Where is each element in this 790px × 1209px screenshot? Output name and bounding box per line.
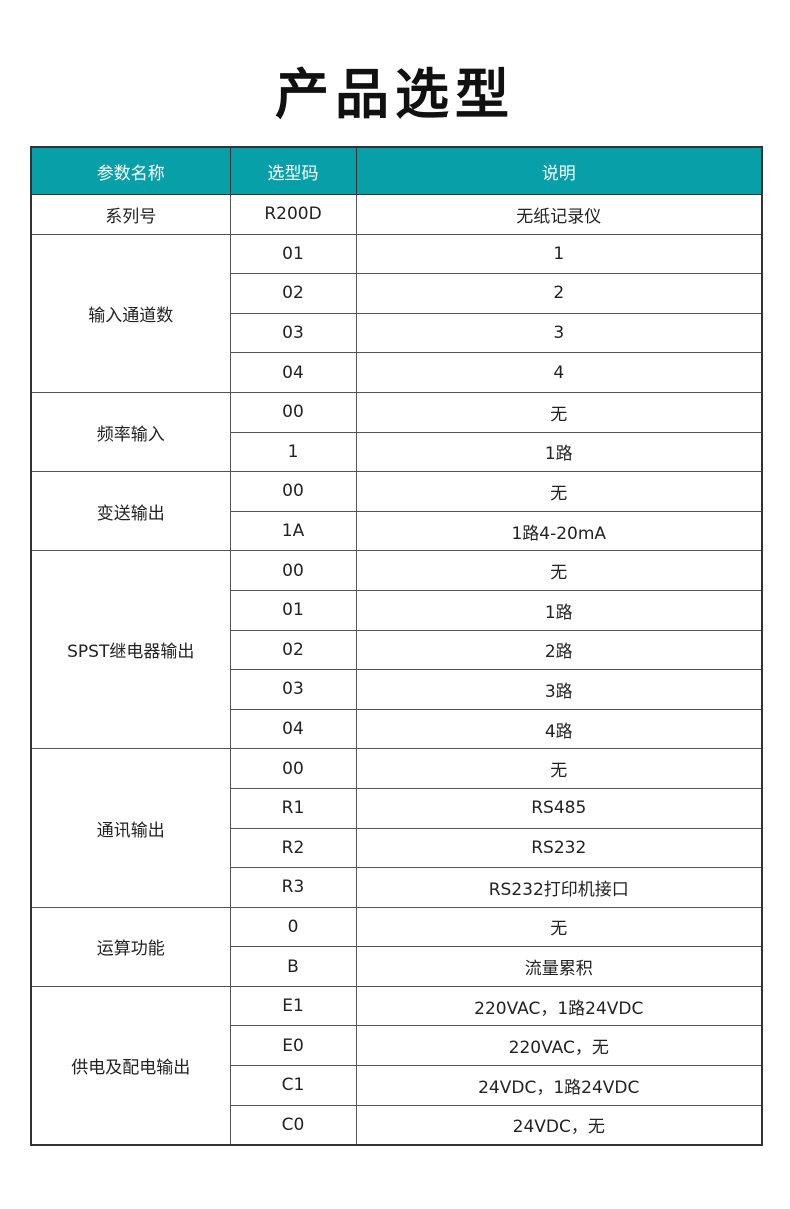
code-cell: 1A: [229, 510, 357, 552]
table-row: R3 RS232打印机接口: [31, 867, 763, 908]
description-cell: 2: [355, 273, 763, 314]
description-cell: 流量累积: [355, 946, 763, 987]
code-cell: 01: [229, 589, 357, 631]
table-row: E0 220VAC，无: [31, 1025, 763, 1067]
header-description: 说明: [355, 146, 763, 195]
description-cell: 1路: [355, 589, 763, 631]
code-cell: B: [229, 946, 357, 987]
code-cell: 03: [229, 312, 357, 354]
table-row: 通讯输出 00 无: [30, 748, 763, 908]
param-name-cell: 系列号: [30, 194, 231, 235]
table-row: 系列号 R200D 无纸记录仪: [30, 194, 763, 235]
table-row: 03 3路: [31, 669, 763, 710]
description-cell: 无: [355, 906, 763, 948]
code-cell: E1: [229, 985, 357, 1027]
description-cell: 3: [355, 312, 763, 354]
code-cell: 04: [229, 708, 357, 750]
code-cell: 01: [229, 233, 357, 275]
description-cell: RS232打印机接口: [355, 867, 763, 908]
description-cell: 3路: [355, 669, 763, 710]
description-cell: 4: [355, 352, 763, 393]
table-row: 输入通道数 01 1: [30, 233, 763, 393]
table-body: 系列号 R200D 无纸记录仪 输入通道数 01 1 02 2 03 3 04 4 频率输入 00 无 1 1路…: [30, 194, 763, 1146]
description-cell: 1路: [355, 431, 763, 473]
code-cell: R1: [229, 787, 357, 829]
code-cell: 03: [229, 669, 357, 710]
table-row: R2 RS232: [31, 827, 763, 869]
code-cell: 02: [229, 629, 357, 671]
code-cell: 04: [229, 352, 357, 393]
param-name-cell: 供电及配电输出: [30, 985, 231, 1146]
header-param-name: 参数名称: [30, 146, 231, 195]
code-cell: 00: [229, 471, 357, 512]
code-cell: 00: [229, 391, 357, 433]
table-row: 01 1路: [31, 589, 763, 631]
code-cell: C1: [229, 1065, 357, 1106]
param-name-cell: SPST继电器输出: [30, 550, 231, 750]
param-name-cell: 通讯输出: [30, 748, 231, 908]
description-cell: 4路: [355, 708, 763, 750]
code-cell: R200D: [229, 194, 357, 235]
table-row: 04 4: [31, 352, 763, 393]
table-header-row: 参数名称 选型码 说明: [30, 146, 763, 195]
table-row: 02 2: [31, 273, 763, 314]
code-cell: C0: [229, 1104, 357, 1146]
description-cell: 220VAC，无: [355, 1025, 763, 1067]
code-cell: R3: [229, 867, 357, 908]
param-name-cell: 运算功能: [30, 906, 231, 987]
description-cell: 24VDC，1路24VDC: [355, 1065, 763, 1106]
description-cell: RS232: [355, 827, 763, 869]
description-cell: 无: [355, 471, 763, 512]
description-cell: 1: [355, 233, 763, 275]
table-row: B 流量累积: [31, 946, 763, 987]
table-row: C0 24VDC，无: [31, 1104, 763, 1146]
table-row: C1 24VDC，1路24VDC: [31, 1065, 763, 1106]
code-cell: R2: [229, 827, 357, 869]
code-cell: 02: [229, 273, 357, 314]
code-cell: 1: [229, 431, 357, 473]
code-cell: 00: [229, 550, 357, 591]
description-cell: 1路4-20mA: [355, 510, 763, 552]
description-cell: 2路: [355, 629, 763, 671]
page-title: 产品选型: [275, 63, 515, 126]
selection-table: 参数名称 选型码 说明 系列号 R200D 无纸记录仪 输入通道数 01 1 02 2 03 3 0…: [30, 146, 763, 1147]
description-cell: 无: [355, 391, 763, 433]
table-row: 频率输入 00 无: [30, 391, 763, 473]
table-row: 02 2路: [31, 629, 763, 671]
table-row: 运算功能 0 无: [30, 906, 763, 987]
param-name-cell: 频率输入: [30, 391, 231, 473]
table-row: 供电及配电输出 E1 220VAC，1路24VDC: [30, 985, 763, 1146]
table-row: 04 4路: [31, 708, 763, 750]
table-row: SPST继电器输出 00 无: [30, 550, 763, 750]
header-code: 选型码: [229, 146, 357, 195]
description-cell: 无纸记录仪: [355, 194, 763, 235]
description-cell: RS485: [355, 787, 763, 829]
code-cell: E0: [229, 1025, 357, 1067]
code-cell: 00: [229, 748, 357, 789]
code-cell: 0: [229, 906, 357, 948]
table-row: 1 1路: [31, 431, 763, 473]
table-row: 变送输出 00 无: [30, 471, 763, 552]
param-name-cell: 变送输出: [30, 471, 231, 552]
description-cell: 无: [355, 550, 763, 591]
description-cell: 24VDC，无: [355, 1104, 763, 1146]
description-cell: 220VAC，1路24VDC: [355, 985, 763, 1027]
description-cell: 无: [355, 748, 763, 789]
param-name-cell: 输入通道数: [30, 233, 231, 393]
